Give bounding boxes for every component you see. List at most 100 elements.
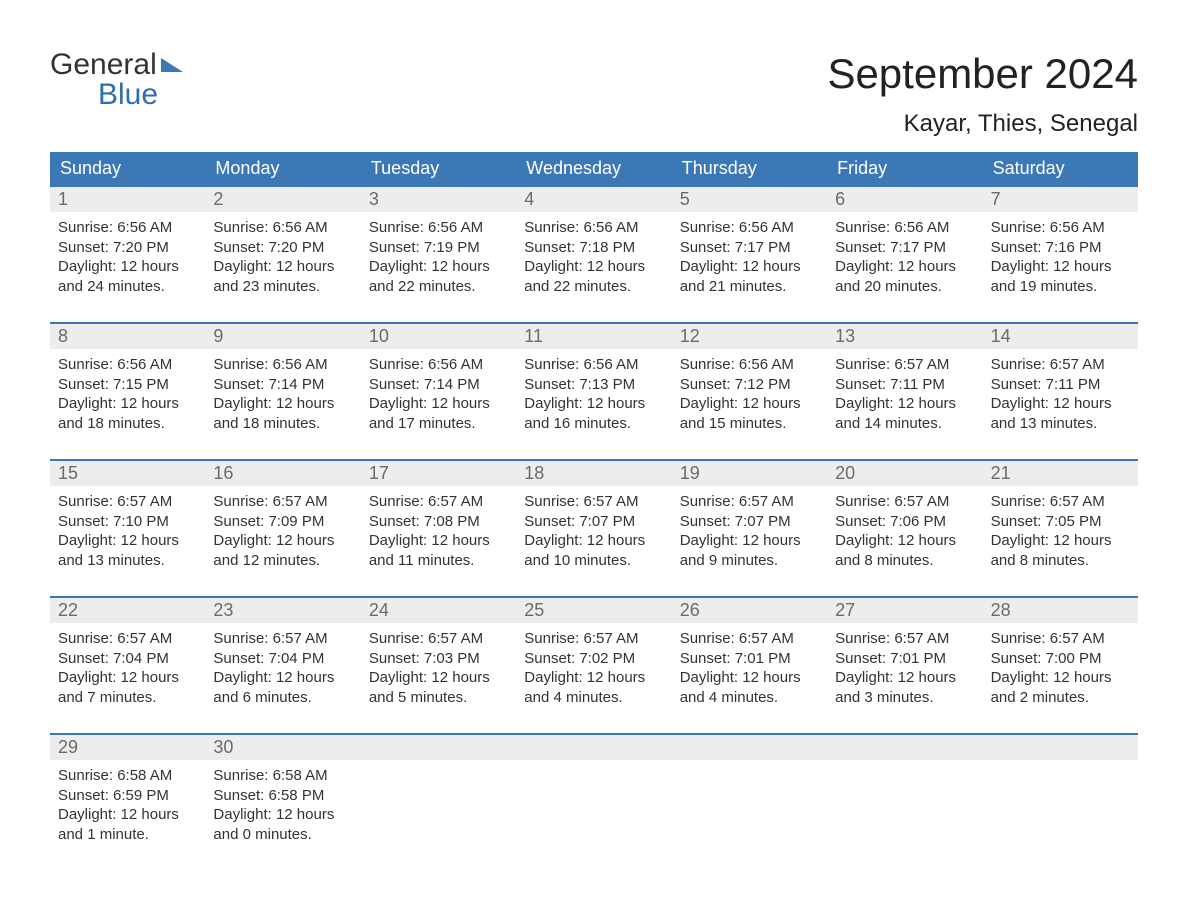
day-cell [672,735,827,856]
day-cell: 5Sunrise: 6:56 AMSunset: 7:17 PMDaylight… [672,187,827,308]
day-number [827,735,982,760]
calendar: SundayMondayTuesdayWednesdayThursdayFrid… [50,152,1138,856]
sunrise-line: Sunrise: 6:57 AM [58,629,197,649]
week-row: 22Sunrise: 6:57 AMSunset: 7:04 PMDayligh… [50,596,1138,719]
sunset-line: Sunset: 7:09 PM [213,512,352,532]
day-body: Sunrise: 6:57 AMSunset: 7:09 PMDaylight:… [205,486,360,582]
daylight-line: Daylight: 12 hours and 7 minutes. [58,668,197,707]
day-body: Sunrise: 6:57 AMSunset: 7:07 PMDaylight:… [516,486,671,582]
sunrise-line: Sunrise: 6:56 AM [991,218,1130,238]
day-body: Sunrise: 6:57 AMSunset: 7:07 PMDaylight:… [672,486,827,582]
day-body: Sunrise: 6:56 AMSunset: 7:14 PMDaylight:… [361,349,516,445]
day-number: 27 [827,598,982,623]
day-body: Sunrise: 6:57 AMSunset: 7:03 PMDaylight:… [361,623,516,719]
day-cell: 29Sunrise: 6:58 AMSunset: 6:59 PMDayligh… [50,735,205,856]
daylight-line: Daylight: 12 hours and 20 minutes. [835,257,974,296]
sunset-line: Sunset: 7:07 PM [524,512,663,532]
sunset-line: Sunset: 7:20 PM [58,238,197,258]
day-cell: 11Sunrise: 6:56 AMSunset: 7:13 PMDayligh… [516,324,671,445]
sunrise-line: Sunrise: 6:57 AM [680,492,819,512]
day-body: Sunrise: 6:57 AMSunset: 7:05 PMDaylight:… [983,486,1138,582]
day-number: 22 [50,598,205,623]
day-number: 26 [672,598,827,623]
weekday-header: Wednesday [516,152,671,185]
sunset-line: Sunset: 7:20 PM [213,238,352,258]
sunset-line: Sunset: 7:01 PM [680,649,819,669]
daylight-line: Daylight: 12 hours and 13 minutes. [991,394,1130,433]
daylight-line: Daylight: 12 hours and 5 minutes. [369,668,508,707]
sunrise-line: Sunrise: 6:56 AM [58,355,197,375]
sunrise-line: Sunrise: 6:57 AM [835,355,974,375]
title-block: September 2024 Kayar, Thies, Senegal [827,50,1138,138]
day-body [983,760,1138,856]
daylight-line: Daylight: 12 hours and 19 minutes. [991,257,1130,296]
sunset-line: Sunset: 7:04 PM [213,649,352,669]
day-number: 28 [983,598,1138,623]
day-body: Sunrise: 6:56 AMSunset: 7:16 PMDaylight:… [983,212,1138,308]
flag-icon [161,58,183,72]
sunrise-line: Sunrise: 6:57 AM [524,492,663,512]
day-body [672,760,827,856]
daylight-line: Daylight: 12 hours and 12 minutes. [213,531,352,570]
day-body: Sunrise: 6:56 AMSunset: 7:17 PMDaylight:… [672,212,827,308]
weekday-header-row: SundayMondayTuesdayWednesdayThursdayFrid… [50,152,1138,185]
daylight-line: Daylight: 12 hours and 24 minutes. [58,257,197,296]
sunrise-line: Sunrise: 6:58 AM [58,766,197,786]
day-number [983,735,1138,760]
day-cell: 27Sunrise: 6:57 AMSunset: 7:01 PMDayligh… [827,598,982,719]
day-cell: 7Sunrise: 6:56 AMSunset: 7:16 PMDaylight… [983,187,1138,308]
day-cell: 4Sunrise: 6:56 AMSunset: 7:18 PMDaylight… [516,187,671,308]
day-cell: 3Sunrise: 6:56 AMSunset: 7:19 PMDaylight… [361,187,516,308]
day-cell: 21Sunrise: 6:57 AMSunset: 7:05 PMDayligh… [983,461,1138,582]
day-number: 13 [827,324,982,349]
day-cell: 22Sunrise: 6:57 AMSunset: 7:04 PMDayligh… [50,598,205,719]
sunset-line: Sunset: 7:11 PM [835,375,974,395]
day-body: Sunrise: 6:58 AMSunset: 6:59 PMDaylight:… [50,760,205,856]
logo: General Blue [50,50,183,110]
day-body: Sunrise: 6:56 AMSunset: 7:12 PMDaylight:… [672,349,827,445]
day-body: Sunrise: 6:57 AMSunset: 7:11 PMDaylight:… [827,349,982,445]
day-body: Sunrise: 6:57 AMSunset: 7:04 PMDaylight:… [205,623,360,719]
day-number: 8 [50,324,205,349]
sunrise-line: Sunrise: 6:56 AM [524,355,663,375]
day-cell: 17Sunrise: 6:57 AMSunset: 7:08 PMDayligh… [361,461,516,582]
daylight-line: Daylight: 12 hours and 1 minute. [58,805,197,844]
sunrise-line: Sunrise: 6:56 AM [524,218,663,238]
day-body: Sunrise: 6:58 AMSunset: 6:58 PMDaylight:… [205,760,360,856]
sunset-line: Sunset: 7:14 PM [369,375,508,395]
day-number: 15 [50,461,205,486]
daylight-line: Daylight: 12 hours and 8 minutes. [835,531,974,570]
sunset-line: Sunset: 7:07 PM [680,512,819,532]
day-number: 18 [516,461,671,486]
sunrise-line: Sunrise: 6:57 AM [213,629,352,649]
sunset-line: Sunset: 7:13 PM [524,375,663,395]
day-body: Sunrise: 6:57 AMSunset: 7:04 PMDaylight:… [50,623,205,719]
day-cell [361,735,516,856]
month-title: September 2024 [827,50,1138,98]
day-number: 20 [827,461,982,486]
daylight-line: Daylight: 12 hours and 22 minutes. [369,257,508,296]
day-number: 5 [672,187,827,212]
daylight-line: Daylight: 12 hours and 3 minutes. [835,668,974,707]
sunrise-line: Sunrise: 6:57 AM [680,629,819,649]
daylight-line: Daylight: 12 hours and 8 minutes. [991,531,1130,570]
day-number: 23 [205,598,360,623]
day-number: 10 [361,324,516,349]
week-row: 1Sunrise: 6:56 AMSunset: 7:20 PMDaylight… [50,185,1138,308]
sunset-line: Sunset: 7:11 PM [991,375,1130,395]
day-number [361,735,516,760]
day-cell: 25Sunrise: 6:57 AMSunset: 7:02 PMDayligh… [516,598,671,719]
day-body: Sunrise: 6:56 AMSunset: 7:14 PMDaylight:… [205,349,360,445]
day-cell: 2Sunrise: 6:56 AMSunset: 7:20 PMDaylight… [205,187,360,308]
sunset-line: Sunset: 6:58 PM [213,786,352,806]
daylight-line: Daylight: 12 hours and 18 minutes. [213,394,352,433]
daylight-line: Daylight: 12 hours and 10 minutes. [524,531,663,570]
day-number: 14 [983,324,1138,349]
sunset-line: Sunset: 7:19 PM [369,238,508,258]
day-cell: 1Sunrise: 6:56 AMSunset: 7:20 PMDaylight… [50,187,205,308]
sunrise-line: Sunrise: 6:56 AM [369,355,508,375]
day-number: 21 [983,461,1138,486]
weekday-header: Saturday [983,152,1138,185]
day-body: Sunrise: 6:56 AMSunset: 7:13 PMDaylight:… [516,349,671,445]
day-cell [983,735,1138,856]
